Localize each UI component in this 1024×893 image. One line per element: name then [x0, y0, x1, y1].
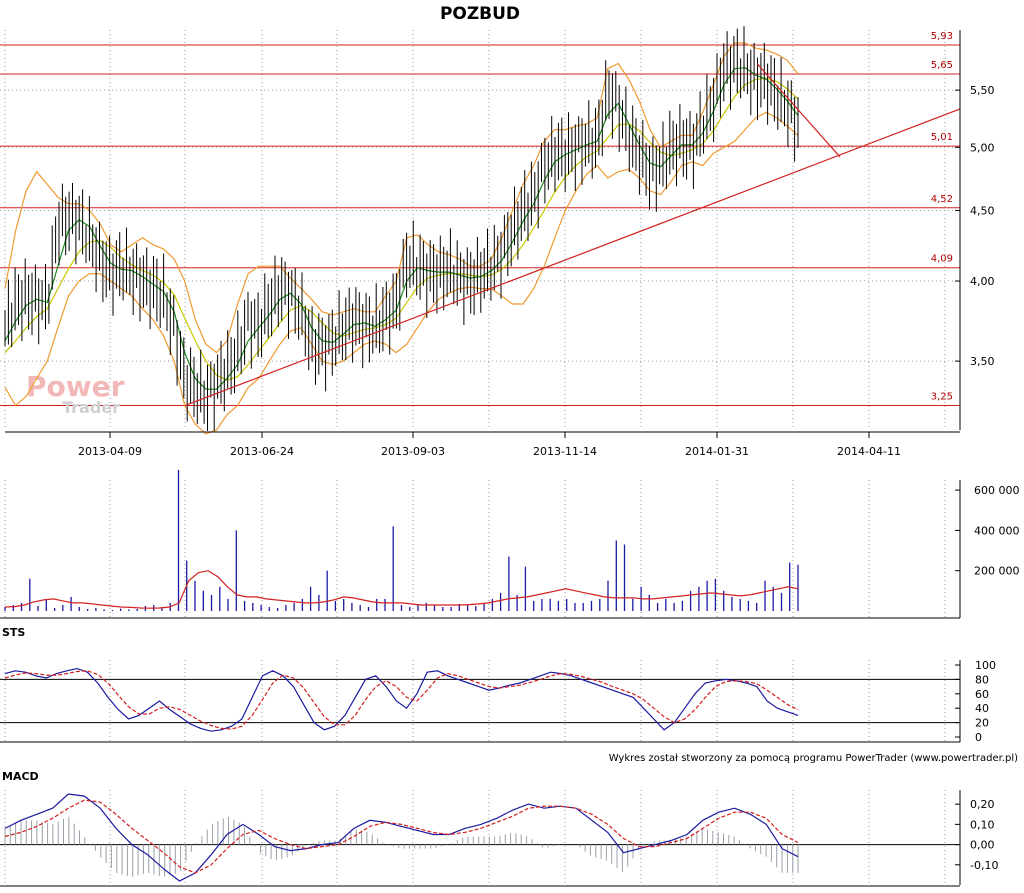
trend-lines [184, 63, 961, 407]
sts-label: STS [2, 626, 25, 639]
price-bars [4, 26, 799, 431]
volume-tick-label: 200 000 [974, 565, 1020, 578]
watermark-power: Power [26, 370, 125, 403]
price-series [4, 42, 799, 435]
sts-tick-label: 100 [975, 659, 996, 672]
falling-trend-line [756, 63, 841, 158]
sts-tick-label: 60 [975, 688, 989, 701]
sts-tick-label: 40 [975, 702, 989, 715]
level-label: 3,25 [931, 392, 953, 403]
macd-tick-label: -0,10 [970, 859, 998, 872]
level-label: 5,01 [931, 132, 953, 143]
macd-tick-label: 0,00 [970, 839, 995, 852]
price-tick-label: 4,00 [970, 275, 995, 288]
volume-tick-label: 600 000 [974, 484, 1020, 497]
date-tick-label: 2013-04-09 [78, 445, 142, 458]
price-tick-label: 4,50 [970, 204, 995, 217]
macd-label: MACD [2, 770, 39, 783]
price-axis-ticks: 3,50 4,00 4,50 5,00 5,50 [955, 84, 995, 368]
powertrader-logo: Power Trader [26, 370, 125, 417]
level-label: 5,93 [931, 31, 953, 42]
date-tick-label: 2013-11-14 [533, 445, 597, 458]
macd-signal-line [4, 799, 799, 874]
date-tick-label: 2014-04-11 [837, 445, 901, 458]
level-label: 4,52 [931, 194, 953, 205]
bollinger-lower-line [4, 111, 799, 435]
macd-panel: MACD -0,10 0,00 0,10 0,20 [0, 770, 998, 882]
date-tick-label: 2014-01-31 [685, 445, 749, 458]
bollinger-upper-line [4, 42, 799, 354]
sts-tick-label: 0 [975, 731, 982, 744]
ma-long-line [4, 77, 799, 381]
support-resistance-levels: 5,93 5,65 5,01 4,52 4,09 3,25 [0, 31, 960, 407]
price-tick-label: 3,50 [970, 355, 995, 368]
ma-short-line [4, 67, 799, 390]
macd-tick-label: 0,20 [970, 798, 995, 811]
level-label: 4,09 [931, 254, 953, 265]
volume-tick-label: 400 000 [974, 524, 1020, 537]
date-tick-label: 2013-06-24 [230, 445, 294, 458]
date-axis-ticks: 2013-04-09 2013-06-24 2013-09-03 2013-11-14… [78, 432, 901, 458]
price-tick-label: 5,50 [970, 84, 995, 97]
macd-macd-line [4, 793, 799, 882]
date-tick-label: 2013-09-03 [381, 445, 445, 458]
sts-tick-label: 20 [975, 717, 989, 730]
sts-k-line [4, 667, 799, 732]
grid-lines [0, 30, 960, 885]
price-tick-label: 5,00 [970, 141, 995, 154]
volume-ma-line [4, 570, 799, 609]
watermark-trader: Trader [62, 398, 120, 417]
macd-tick-label: 0,10 [970, 818, 995, 831]
panel-axes [0, 30, 961, 887]
sts-d-line [4, 670, 799, 730]
sts-tick-label: 80 [975, 673, 989, 686]
level-label: 5,65 [931, 60, 953, 71]
credit-text: Wykres został stworzony za pomocą progra… [609, 753, 1018, 764]
volume-panel: 200 000 400 000 600 000 [4, 469, 1020, 611]
rising-trend-line [184, 108, 961, 407]
chart-title: POZBUD [440, 4, 520, 24]
